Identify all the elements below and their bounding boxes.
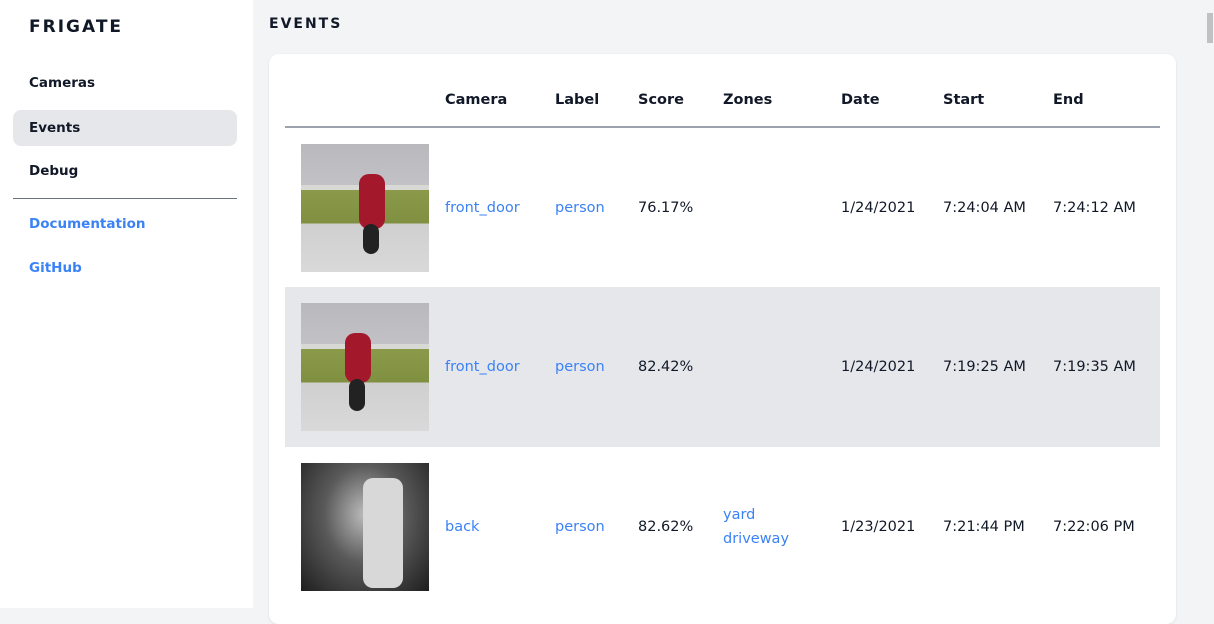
start-time: 7:21:44 PM bbox=[943, 519, 1025, 535]
header-thumbnail bbox=[285, 74, 445, 128]
label-link[interactable]: person bbox=[555, 199, 605, 216]
date: 1/23/2021 bbox=[841, 519, 916, 535]
header-start: Start bbox=[943, 74, 1053, 128]
events-card: Camera Label Score Zones Date Start End … bbox=[269, 54, 1176, 624]
header-date: Date bbox=[841, 74, 943, 128]
sidebar: FRIGATE Cameras Events Debug Documentati… bbox=[0, 0, 253, 608]
scrollbar-thumb[interactable] bbox=[1207, 13, 1213, 43]
header-label: Label bbox=[555, 74, 638, 128]
start-time: 7:24:04 AM bbox=[943, 199, 1026, 216]
label-link[interactable]: person bbox=[555, 287, 638, 447]
start-time: 7:19:25 AM bbox=[943, 287, 1053, 447]
table-row[interactable]: front_door person 82.42% 1/24/2021 7:19:… bbox=[285, 287, 1160, 447]
sidebar-item-debug[interactable]: Debug bbox=[29, 163, 79, 179]
event-thumbnail[interactable] bbox=[301, 463, 429, 591]
header-camera: Camera bbox=[445, 74, 555, 128]
date: 1/24/2021 bbox=[841, 287, 943, 447]
camera-link[interactable]: back bbox=[445, 519, 480, 535]
sidebar-link-documentation[interactable]: Documentation bbox=[29, 216, 146, 232]
scrollbar[interactable] bbox=[1206, 0, 1214, 608]
event-thumbnail[interactable] bbox=[301, 143, 429, 272]
zones bbox=[723, 287, 841, 447]
zone-link[interactable]: yard bbox=[723, 507, 756, 523]
event-thumbnail[interactable] bbox=[301, 303, 429, 431]
brand-logo: FRIGATE bbox=[29, 17, 124, 37]
zone-link[interactable]: driveway bbox=[723, 531, 790, 547]
sidebar-link-github[interactable]: GitHub bbox=[29, 260, 82, 276]
end-time: 7:22:06 PM bbox=[1053, 519, 1135, 535]
sidebar-divider bbox=[13, 198, 237, 199]
date: 1/24/2021 bbox=[841, 199, 916, 216]
table-row[interactable]: back person 82.62% yard driveway 1/23/202… bbox=[285, 447, 1160, 607]
zones: yard driveway bbox=[723, 447, 841, 607]
sidebar-item-cameras[interactable]: Cameras bbox=[29, 75, 96, 91]
table-row[interactable]: front_door person 76.17% 1/24/2021 7:24:… bbox=[285, 127, 1160, 287]
end-time: 7:19:35 AM bbox=[1053, 287, 1160, 447]
camera-link[interactable]: front_door bbox=[445, 287, 555, 447]
end-time: 7:24:12 AM bbox=[1053, 199, 1136, 216]
camera-link[interactable]: front_door bbox=[445, 199, 520, 216]
sidebar-item-events[interactable]: Events bbox=[13, 110, 237, 146]
label-link[interactable]: person bbox=[555, 519, 605, 535]
header-score: Score bbox=[638, 74, 723, 128]
header-end: End bbox=[1053, 74, 1160, 128]
score: 82.62% bbox=[638, 519, 694, 535]
page-title: EVENTS bbox=[269, 16, 343, 32]
header-zones: Zones bbox=[723, 74, 841, 128]
score: 76.17% bbox=[638, 199, 694, 216]
zones bbox=[723, 127, 841, 287]
score: 82.42% bbox=[638, 287, 723, 447]
events-table: Camera Label Score Zones Date Start End … bbox=[285, 74, 1160, 607]
